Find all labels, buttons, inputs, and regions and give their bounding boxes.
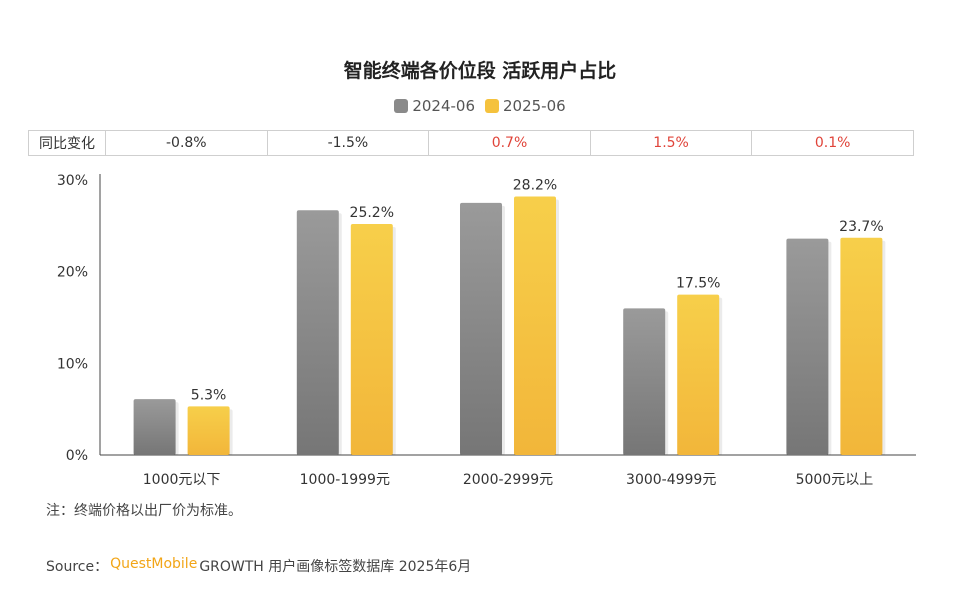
data-label: 28.2%	[513, 178, 557, 194]
source-prefix: Source：	[46, 559, 109, 575]
legend-label-2025: 2025-06	[503, 97, 566, 115]
bar-2024	[786, 238, 829, 455]
data-label: 25.2%	[350, 205, 394, 221]
x-tick-label: 5000元以上	[796, 472, 874, 488]
legend-item-2025: 2025-06	[485, 97, 566, 115]
bar-2025	[677, 294, 720, 455]
source-brand: QuestMobile	[110, 556, 198, 572]
bar-2024	[133, 399, 176, 455]
yoy-cell-1: -0.8%	[106, 131, 268, 155]
yoy-label: 同比变化	[29, 131, 106, 155]
yoy-cell-2: -1.5%	[268, 131, 430, 155]
x-tick-label: 2000-2999元	[463, 472, 553, 488]
x-tick-label: 3000-4999元	[626, 472, 716, 488]
yoy-row: 同比变化 -0.8% -1.5% 0.7% 1.5% 0.1%	[28, 130, 914, 156]
bar-2024	[460, 202, 502, 455]
legend-label-2024: 2024-06	[412, 97, 475, 115]
x-tick-label: 1000-1999元	[300, 472, 390, 488]
data-label: 5.3%	[191, 387, 227, 403]
yoy-cell-5: 0.1%	[814, 135, 851, 151]
y-tick-label: 20%	[57, 265, 88, 281]
y-tick-label: 30%	[57, 173, 88, 189]
legend: 2024-06 2025-06	[0, 97, 960, 115]
legend-swatch-2025	[485, 99, 499, 113]
legend-swatch-2024	[394, 99, 409, 113]
bar-2024	[623, 308, 666, 455]
legend-item-2024: 2024-06	[394, 97, 475, 115]
yoy-cell-3: 0.7%	[429, 131, 591, 155]
bar-2025	[187, 406, 230, 455]
data-label: 23.7%	[839, 219, 883, 235]
source-rest: GROWTH 用户画像标签数据库 2025年6月	[199, 559, 472, 575]
source-line: Source： QuestMobile GROWTH 用户画像标签数据库 202…	[46, 556, 471, 576]
x-tick-label: 1000元以下	[143, 472, 221, 488]
chart-title: 智能终端各价位段 活跃用户占比	[343, 60, 617, 82]
bar-2025	[350, 224, 393, 455]
yoy-cell-4: 1.5%	[591, 131, 753, 155]
data-label: 17.5%	[676, 276, 720, 292]
bar-2025	[840, 237, 883, 455]
y-tick-label: 0%	[66, 448, 88, 464]
footnote: 注：终端价格以出厂价为标准。	[46, 503, 242, 519]
bar-2024	[296, 210, 339, 455]
bar-2025	[514, 196, 556, 455]
y-tick-label: 10%	[57, 356, 88, 372]
